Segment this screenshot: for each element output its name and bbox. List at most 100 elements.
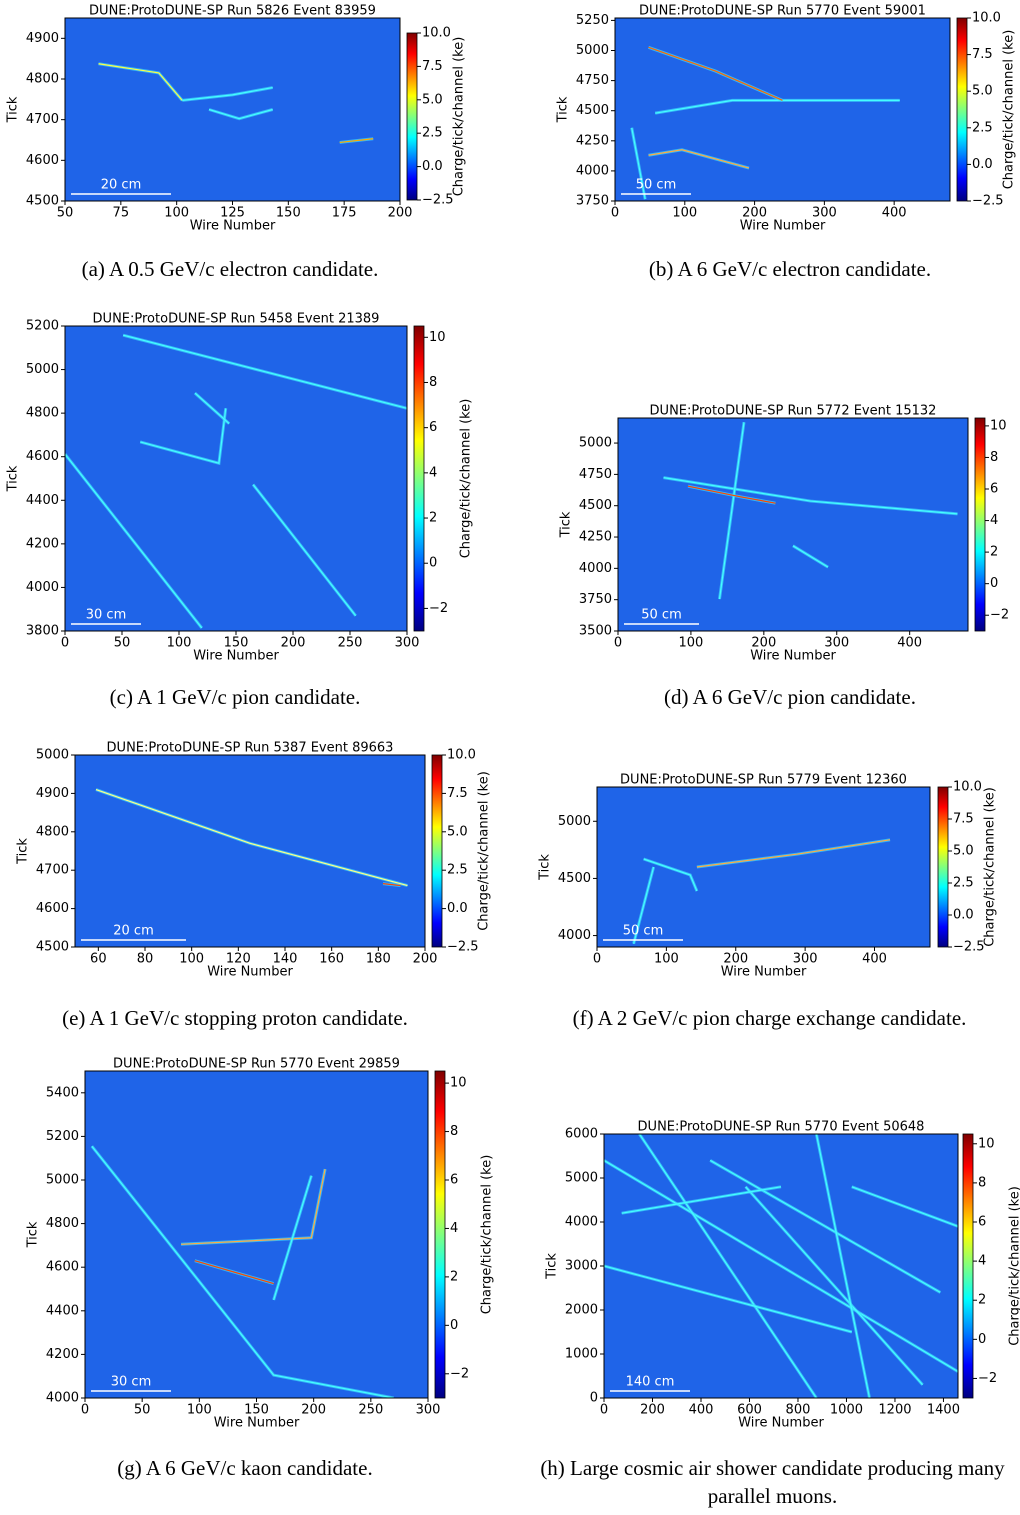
- colorbar-tick-label: 0: [990, 576, 998, 591]
- x-tick-label: 0: [600, 1403, 608, 1418]
- x-tick-label: 100: [187, 1403, 212, 1418]
- x-tick-label: 150: [224, 636, 249, 651]
- y-tick-label: 3800: [26, 624, 59, 639]
- caption: (a) A 0.5 GeV/c electron candidate.: [81, 257, 379, 281]
- panel-title: DUNE:ProtoDUNE-SP Run 5770 Event 50648: [638, 1120, 925, 1135]
- colorbar-tick-label: 10: [429, 330, 446, 345]
- colorbar-tick-label: 10.0: [953, 780, 982, 795]
- y-tick-label: 4800: [36, 824, 69, 839]
- x-tick-label: 1200: [878, 1403, 911, 1418]
- colorbar-tick-label: −2.5: [972, 194, 1004, 209]
- colorbar-tick-label: 5.0: [953, 844, 974, 859]
- track: [194, 392, 230, 425]
- colorbar: [956, 17, 968, 202]
- track: [638, 1134, 817, 1398]
- colorbar-tick-label: 10: [450, 1076, 467, 1091]
- plot-frame: [617, 417, 969, 632]
- y-tick-label: 4200: [46, 1347, 79, 1362]
- x-tick-label: 0: [611, 206, 619, 221]
- colorbar-tick-label: 2: [429, 511, 437, 526]
- colorbar-tick-label: 2.5: [972, 120, 993, 135]
- caption: (h) Large cosmic air shower candidate pr…: [540, 1456, 1005, 1508]
- track: [122, 334, 407, 409]
- track: [631, 127, 646, 200]
- scale-bar-label: 30 cm: [111, 1375, 152, 1390]
- colorbar-tick-label: 10: [990, 418, 1007, 433]
- y-tick-label: 3000: [565, 1259, 598, 1274]
- panel-title: DUNE:ProtoDUNE-SP Run 5779 Event 12360: [620, 773, 907, 788]
- track: [663, 477, 958, 515]
- colorbar-tick-label: 0: [978, 1332, 986, 1347]
- x-axis-label: Wire Number: [721, 965, 807, 980]
- x-tick-label: 250: [358, 1403, 383, 1418]
- track: [604, 1265, 852, 1333]
- panel: DUNE:ProtoDUNE-SP Run 5770 Event 59001 0 1…: [556, 4, 1017, 234]
- colorbar-tick-label: −2: [450, 1366, 469, 1381]
- colorbar-tick-label: 8: [429, 375, 437, 390]
- x-tick-label: 0: [81, 1403, 89, 1418]
- x-tick-label: 1000: [830, 1403, 863, 1418]
- caption: (f) A 2 GeV/c pion charge exchange candi…: [572, 1006, 967, 1030]
- x-tick-label: 100: [167, 636, 192, 651]
- x-tick-label: 160: [319, 952, 344, 967]
- colorbar-tick-label: 7.5: [953, 812, 974, 827]
- x-tick-label: 80: [137, 952, 154, 967]
- y-tick-label: 4250: [579, 530, 612, 545]
- y-tick-label: 4900: [36, 786, 69, 801]
- y-tick-label: 4400: [26, 493, 59, 508]
- x-tick-label: 400: [882, 206, 907, 221]
- track: [65, 453, 203, 629]
- x-tick-label: 100: [164, 206, 189, 221]
- colorbar-tick-label: −2: [990, 608, 1009, 623]
- x-tick-label: 300: [793, 952, 818, 967]
- x-tick-label: 150: [276, 206, 301, 221]
- y-tick-label: 4000: [579, 561, 612, 576]
- colorbar-tick-label: 2: [978, 1293, 986, 1308]
- plot-area: [85, 1071, 428, 1398]
- y-tick-label: 3750: [579, 592, 612, 607]
- y-axis-label: Tick: [545, 1253, 560, 1280]
- x-tick-label: 175: [332, 206, 357, 221]
- y-axis-label: Tick: [16, 838, 31, 865]
- colorbar-tick-label: 0.0: [447, 901, 468, 916]
- plot-frame: [596, 786, 931, 948]
- y-tick-label: 4000: [576, 163, 609, 178]
- x-tick-label: 400: [897, 636, 922, 651]
- panel-title: DUNE:ProtoDUNE-SP Run 5826 Event 83959: [89, 4, 376, 19]
- y-tick-label: 4800: [26, 406, 59, 421]
- track: [98, 63, 183, 101]
- y-tick-label: 4700: [36, 863, 69, 878]
- caption: (e) A 1 GeV/c stopping proton candidate.: [62, 1006, 408, 1030]
- colorbar-tick-label: 6: [450, 1173, 458, 1188]
- tracks: [65, 333, 407, 629]
- track: [194, 1260, 274, 1285]
- colorbar-label: Charge/tick/channel (ke): [1008, 1186, 1020, 1346]
- x-tick-label: 100: [179, 952, 204, 967]
- panel: DUNE:ProtoDUNE-SP Run 5770 Event 50648 0 2…: [545, 1120, 1020, 1431]
- caption: (b) A 6 GeV/c electron candidate.: [648, 257, 932, 281]
- colorbar-tick-label: 4: [978, 1254, 986, 1269]
- track: [643, 858, 698, 892]
- track: [604, 1159, 958, 1373]
- y-tick-label: 5200: [26, 319, 59, 334]
- y-tick-label: 1000: [565, 1347, 598, 1362]
- x-tick-label: 0: [614, 636, 622, 651]
- track: [339, 138, 374, 144]
- y-tick-label: 6000: [565, 1127, 598, 1142]
- colorbar-tick-label: 4: [990, 513, 998, 528]
- scale-bar-label: 20 cm: [113, 924, 154, 939]
- scale-bar-label: 20 cm: [101, 178, 142, 193]
- panel-title: DUNE:ProtoDUNE-SP Run 5387 Event 89663: [107, 741, 394, 756]
- track: [273, 1175, 312, 1301]
- track: [792, 545, 829, 568]
- y-tick-label: 4500: [576, 103, 609, 118]
- y-tick-label: 4750: [579, 467, 612, 482]
- y-tick-label: 5400: [46, 1085, 79, 1100]
- x-tick-label: 600: [737, 1403, 762, 1418]
- colorbar: [413, 325, 425, 632]
- x-tick-label: 200: [640, 1403, 665, 1418]
- plot-frame: [74, 754, 426, 948]
- colorbar-tick-label: 7.5: [447, 786, 468, 801]
